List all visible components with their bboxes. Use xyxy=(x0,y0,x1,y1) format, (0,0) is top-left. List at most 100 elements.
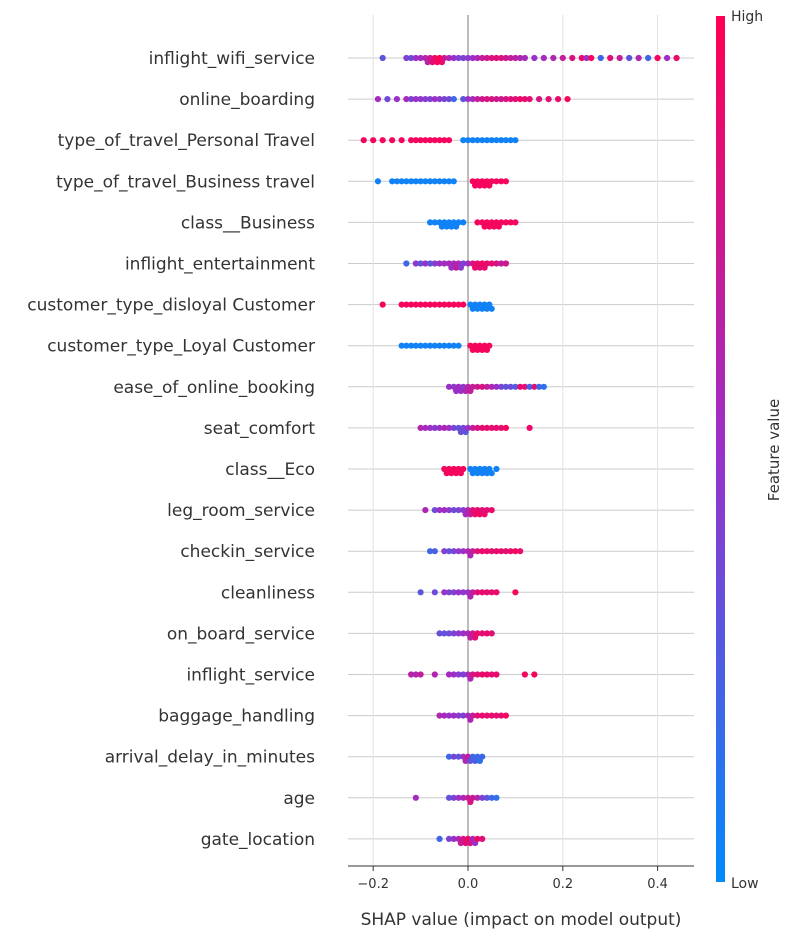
shap-point xyxy=(483,507,491,514)
shap-point xyxy=(455,342,462,349)
shap-point xyxy=(403,342,410,349)
shap-point xyxy=(512,383,519,390)
shap-point xyxy=(469,54,476,62)
shap-point xyxy=(493,794,500,801)
shap-point xyxy=(474,424,481,431)
feature-label: age xyxy=(283,789,315,809)
shap-point xyxy=(502,54,510,62)
feature-labels: inflight_wifi_service online_boardingtype… xyxy=(27,49,315,850)
shap-point xyxy=(426,548,434,555)
shap-point xyxy=(426,260,434,267)
shap-point xyxy=(479,424,486,431)
shap-point xyxy=(436,96,443,103)
shap-point xyxy=(417,424,424,431)
shap-point xyxy=(464,54,472,62)
shap-point xyxy=(441,178,448,185)
shap-point xyxy=(436,260,443,267)
feature-label: on_board_service xyxy=(167,624,315,644)
shap-point xyxy=(431,219,438,226)
shap-point xyxy=(450,548,457,555)
colorbar-title: Feature value xyxy=(765,399,783,501)
shap-point xyxy=(389,137,396,144)
shap-point xyxy=(422,96,429,103)
shap-point xyxy=(403,178,410,185)
shap-point xyxy=(554,96,562,103)
shap-point xyxy=(493,260,500,267)
shap-point xyxy=(493,465,500,473)
shap-point xyxy=(455,219,462,226)
shap-point xyxy=(412,671,419,678)
shap-point xyxy=(488,383,495,390)
shap-point xyxy=(488,96,495,103)
shap-point xyxy=(512,219,519,226)
shap-point xyxy=(431,548,438,555)
shap-point xyxy=(431,342,438,349)
shap-point xyxy=(398,137,405,144)
shap-point xyxy=(502,219,510,226)
shap-point xyxy=(493,96,500,103)
shap-point xyxy=(450,794,457,801)
shap-point xyxy=(445,424,453,431)
shap-point xyxy=(445,630,453,637)
shap-point xyxy=(426,301,434,308)
shap-point xyxy=(441,712,448,719)
shap-point xyxy=(498,712,505,719)
shap-point xyxy=(450,178,457,185)
shap-point xyxy=(445,507,453,514)
shap-point xyxy=(479,794,486,801)
shap-point xyxy=(450,589,457,596)
shap-point xyxy=(450,507,457,514)
shap-point xyxy=(493,712,500,719)
shap-point xyxy=(422,342,429,349)
feature-label: leg_room_service xyxy=(167,501,315,521)
shap-point xyxy=(445,383,453,390)
x-tick-label: 0.2 xyxy=(552,877,573,892)
shap-point xyxy=(445,96,453,103)
shap-point xyxy=(460,137,467,144)
x-tick-label: −0.2 xyxy=(357,877,389,892)
shap-point xyxy=(474,630,481,637)
shap-point xyxy=(469,712,476,719)
shap-point xyxy=(488,260,495,267)
shap-point xyxy=(564,96,571,103)
shap-point xyxy=(521,96,528,103)
shap-point xyxy=(445,794,453,801)
shap-point xyxy=(431,507,438,514)
shap-point xyxy=(426,424,434,431)
shap-point xyxy=(502,383,510,390)
shap-point xyxy=(469,137,476,144)
shap-point xyxy=(431,178,438,185)
shap-point xyxy=(488,424,495,431)
shap-point xyxy=(422,507,429,514)
shap-point xyxy=(374,96,382,103)
shap-point xyxy=(398,178,405,185)
shap-point xyxy=(474,589,481,596)
shap-point xyxy=(460,548,467,555)
shap-point xyxy=(469,671,476,678)
shap-point xyxy=(455,301,462,308)
shap-point xyxy=(445,835,453,843)
shap-point xyxy=(441,137,448,144)
shap-point xyxy=(479,54,486,62)
shap-point xyxy=(445,54,453,62)
shap-point xyxy=(417,589,424,596)
shap-point xyxy=(450,671,457,678)
feature-gridlines xyxy=(348,57,694,840)
shap-point xyxy=(488,712,495,719)
shap-point xyxy=(479,630,486,637)
shap-point xyxy=(493,178,500,185)
shap-point xyxy=(483,794,491,801)
feature-label: baggage_handling xyxy=(158,707,315,727)
shap-point xyxy=(450,342,457,349)
shap-point xyxy=(445,178,453,185)
shap-point xyxy=(436,424,443,431)
shap-point xyxy=(460,54,467,62)
shap-point xyxy=(512,137,519,144)
shap-point xyxy=(488,548,495,555)
shap-point xyxy=(479,835,486,843)
shap-point xyxy=(445,671,453,678)
colorbar xyxy=(716,16,725,882)
feature-label: online_boarding xyxy=(179,90,315,110)
shap-point xyxy=(403,96,410,103)
